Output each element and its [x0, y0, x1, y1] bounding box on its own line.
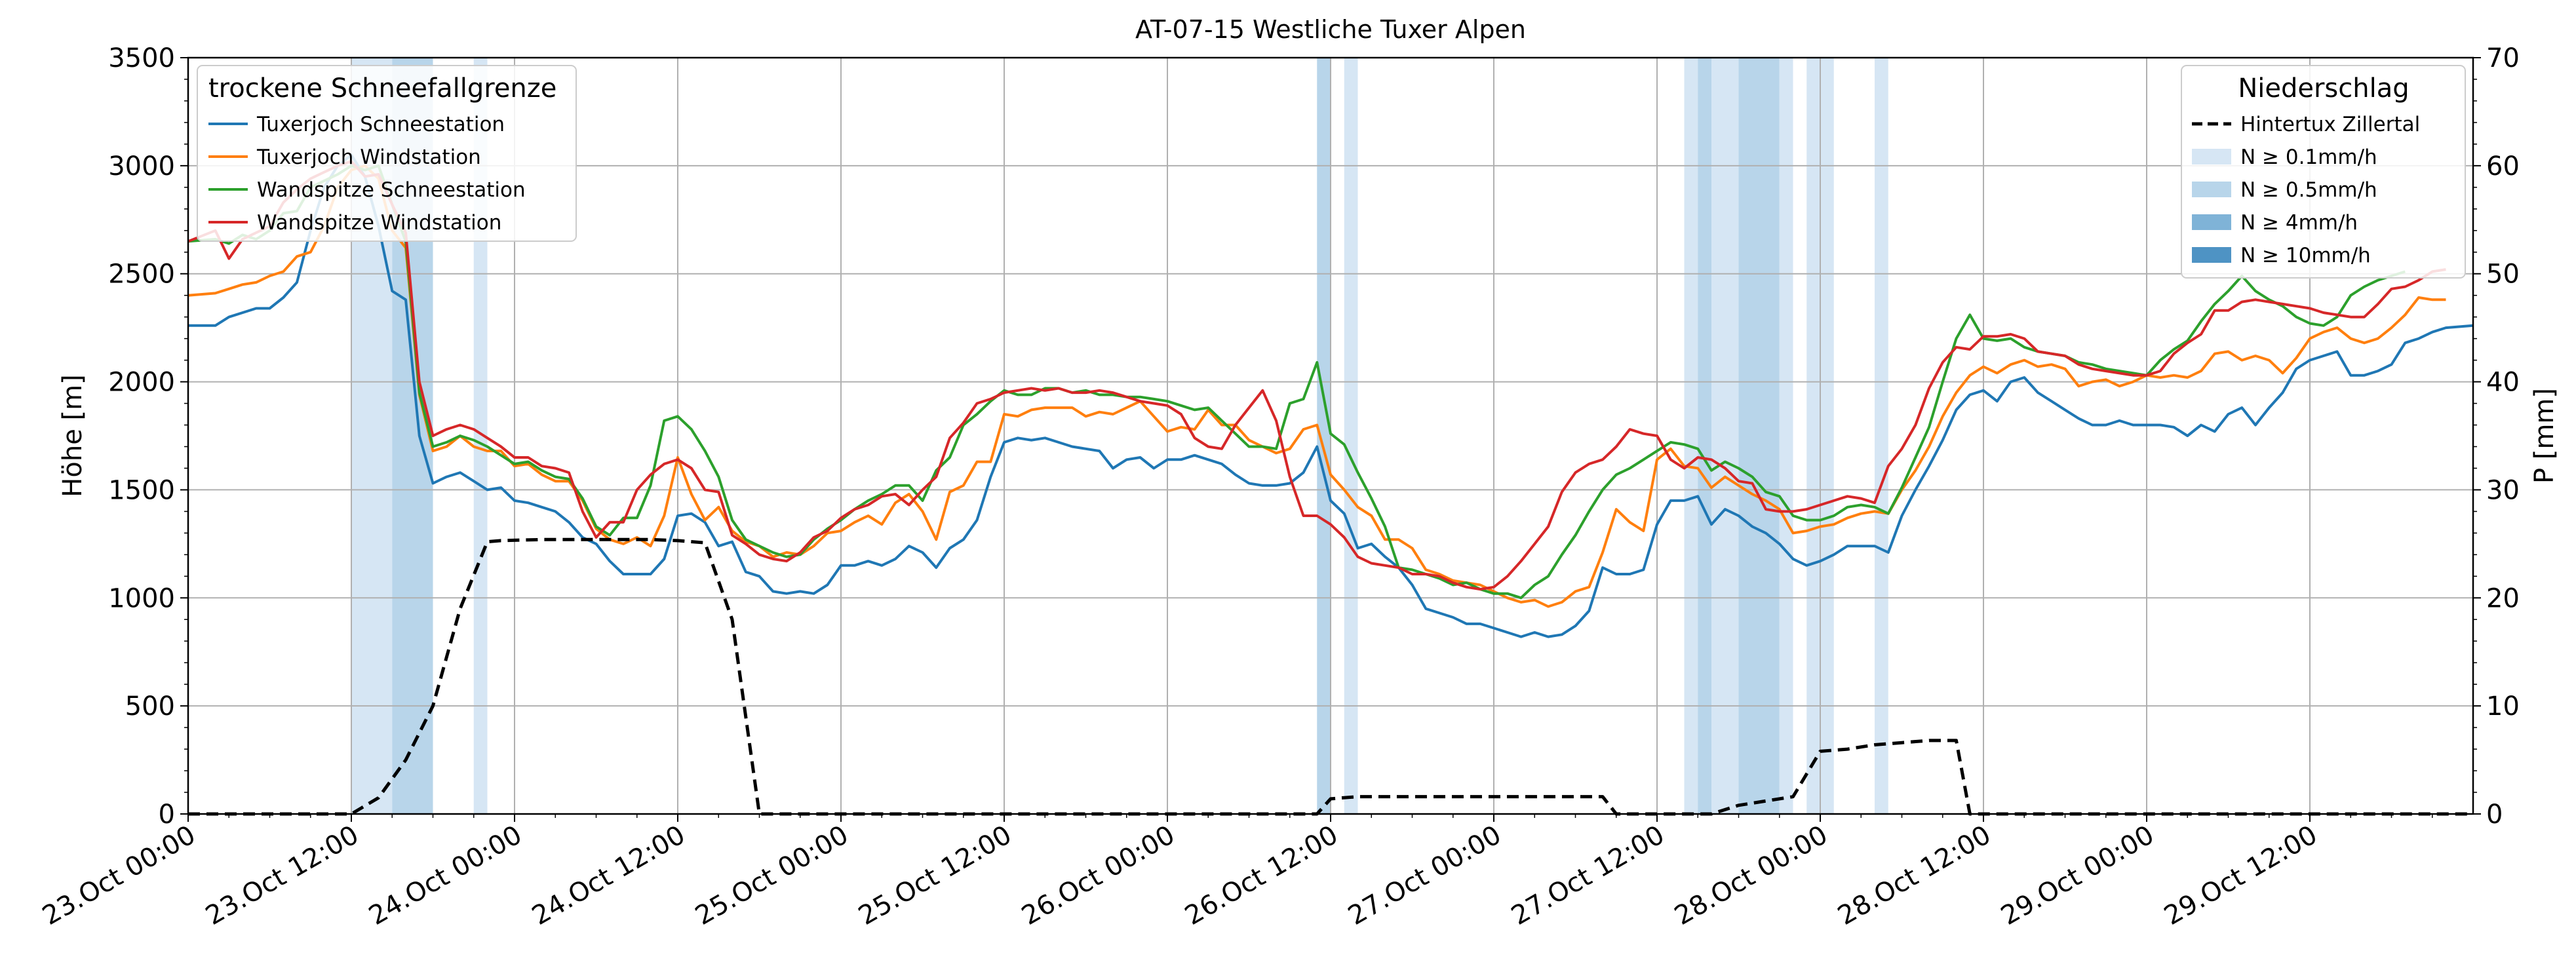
- series-layer: [187, 153, 2474, 816]
- legend-label: Tuxerjoch Schneestation: [256, 113, 505, 136]
- y-tick-label-right: 0: [2486, 800, 2503, 830]
- legend-left: trockene Schneefallgrenze Tuxerjoch Schn…: [197, 65, 577, 242]
- y-tick-label-left: 2000: [108, 368, 175, 398]
- legend-band-label: N ≥ 10mm/h: [2240, 244, 2371, 267]
- y-tick-label-right: 40: [2486, 368, 2520, 398]
- chart-title: AT-07-15 Westliche Tuxer Alpen: [1135, 15, 1526, 44]
- precip-band: [1738, 58, 1780, 814]
- y-tick-label-right: 20: [2486, 583, 2520, 613]
- legend-band-swatch: [2192, 214, 2231, 230]
- precip-band: [1875, 58, 1888, 814]
- precip-band: [1698, 58, 1711, 814]
- legend-band-swatch: [2192, 247, 2231, 263]
- y-tick-label-right: 60: [2486, 151, 2520, 182]
- precip-band: [1344, 58, 1358, 814]
- legend-band-swatch: [2192, 182, 2231, 197]
- y-tick-label-left: 0: [159, 800, 175, 830]
- precip-band: [473, 58, 488, 814]
- y-axis-label-left: Höhe [m]: [58, 374, 88, 497]
- precip-band: [1711, 58, 1739, 814]
- series-line-hintertux-zillertal: [188, 537, 2473, 816]
- legend-band-label: N ≥ 0.1mm/h: [2240, 145, 2377, 169]
- legend-right: Niederschlag Hintertux Zillertal N ≥ 0.1…: [2181, 65, 2466, 279]
- y-tick-label-left: 1500: [108, 475, 175, 505]
- y-tick-label-right: 30: [2486, 475, 2520, 505]
- legend-label: Wandspitze Schneestation: [257, 178, 526, 202]
- y-tick-label-right: 10: [2486, 691, 2520, 722]
- legend-left-title: trockene Schneefallgrenze: [208, 73, 556, 104]
- legend-band-swatch: [2192, 149, 2231, 164]
- legend-band-label: N ≥ 4mm/h: [2240, 211, 2358, 235]
- legend-right-box: [2181, 65, 2466, 279]
- y-axis-label-right: P [mm]: [2529, 388, 2560, 484]
- y-tick-label-left: 2500: [108, 260, 175, 290]
- precip-band: [1317, 58, 1331, 814]
- y-tick-label-left: 3000: [108, 151, 175, 182]
- legend-right-title: Niederschlag: [2238, 73, 2409, 104]
- legend-band-label: N ≥ 0.5mm/h: [2240, 178, 2377, 202]
- series-line-wandspitze-windstation: [187, 160, 2446, 591]
- legend-line-label: Hintertux Zillertal: [2240, 113, 2420, 136]
- legend-label: Tuxerjoch Windstation: [256, 145, 481, 169]
- y-tick-label-left: 3500: [108, 43, 175, 73]
- legend-label: Wandspitze Windstation: [257, 211, 501, 235]
- legend-left-box: [197, 65, 577, 242]
- precip-band: [1684, 58, 1698, 814]
- y-tick-label-right: 70: [2486, 43, 2520, 73]
- precip-band: [1779, 58, 1793, 814]
- y-tick-label-left: 1000: [108, 583, 175, 613]
- y-tick-label-right: 50: [2486, 260, 2520, 290]
- y-tick-label-left: 500: [125, 691, 175, 722]
